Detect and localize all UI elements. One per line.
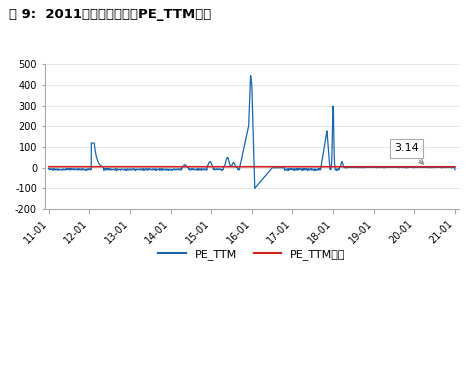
Legend: PE_TTM, PE_TTM中枢: PE_TTM, PE_TTM中枢 [154, 244, 350, 264]
Text: 3.14: 3.14 [394, 143, 424, 164]
Text: 图 9:  2011年至今华菱钢铁PE_TTM估值: 图 9: 2011年至今华菱钢铁PE_TTM估值 [9, 8, 212, 20]
